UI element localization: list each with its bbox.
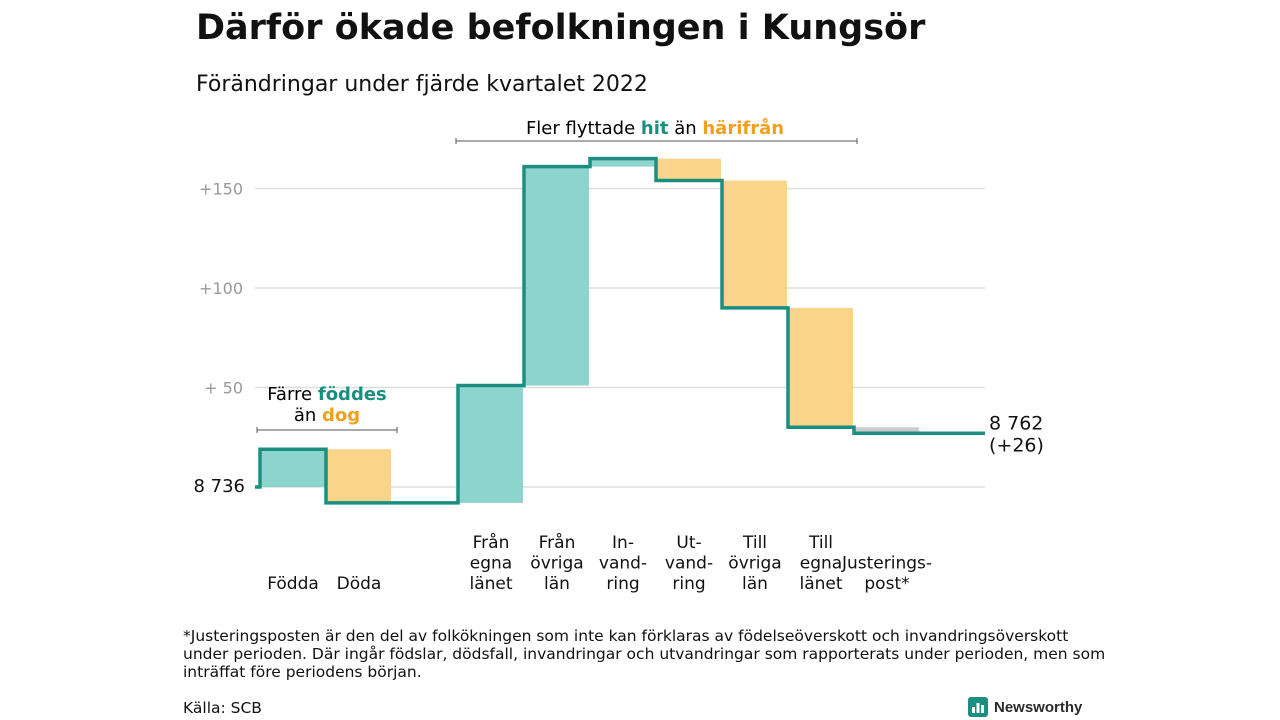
y-tick-label: +150 bbox=[199, 180, 243, 199]
category-label: ring bbox=[672, 574, 705, 594]
cumulative-step-line bbox=[255, 156, 985, 505]
category-label: länet bbox=[469, 574, 512, 594]
chart-subtitle: Förändringar under fjärde kvartalet 2022 bbox=[196, 72, 648, 97]
category-label: vand- bbox=[599, 554, 647, 574]
waterfall-bar bbox=[524, 166, 589, 386]
end-value-label: 8 762 bbox=[989, 412, 1043, 434]
migration-annotation-text: Fler flyttade hit än härifrån bbox=[526, 117, 784, 139]
category-label: Från bbox=[473, 532, 510, 553]
category-label: Till bbox=[808, 533, 833, 553]
waterfall-bar bbox=[458, 385, 523, 503]
category-label: länet bbox=[799, 574, 842, 594]
waterfall-bar bbox=[656, 158, 721, 181]
category-label: egna bbox=[800, 554, 842, 574]
end-change-label: (+26) bbox=[989, 434, 1044, 456]
bar-chart-icon bbox=[968, 697, 988, 717]
category-label: ring bbox=[606, 574, 639, 594]
category-label: egna bbox=[470, 554, 512, 574]
category-label: Ut- bbox=[676, 533, 701, 553]
grid-layer: + 50 +100 +150 bbox=[199, 180, 985, 488]
waterfall-bar bbox=[788, 307, 853, 428]
waterfall-bar bbox=[590, 158, 655, 167]
category-label: In- bbox=[612, 533, 634, 553]
migration-annotation: Fler flyttade hit än härifrån bbox=[455, 117, 858, 144]
category-label: post* bbox=[864, 574, 909, 594]
waterfall-bar bbox=[854, 427, 919, 434]
category-label: Justerings- bbox=[841, 554, 932, 574]
category-label: övriga bbox=[728, 554, 781, 574]
births-annotation-line1: Färre föddes bbox=[267, 384, 387, 405]
waterfall-bar bbox=[326, 449, 391, 503]
births-annotation: Färre föddes än dog bbox=[256, 384, 398, 433]
births-annotation-line2: än dog bbox=[294, 405, 360, 426]
births-annotation-bracket bbox=[256, 427, 398, 433]
category-label: Döda bbox=[337, 574, 382, 594]
waterfall-bar bbox=[722, 180, 787, 308]
category-label: Till bbox=[742, 533, 767, 553]
bars-layer bbox=[260, 158, 919, 503]
footnote: *Justeringsposten är den del av folkökni… bbox=[183, 627, 1106, 681]
newsworthy-logo: Newsworthy bbox=[968, 697, 1082, 717]
start-value-label: 8 736 bbox=[193, 476, 245, 497]
category-label: övriga bbox=[530, 554, 583, 574]
category-label: vand- bbox=[665, 554, 713, 574]
category-label: Från bbox=[539, 532, 576, 553]
logo-text: Newsworthy bbox=[994, 698, 1083, 716]
chart-title: Därför ökade befolkningen i Kungsör bbox=[196, 8, 926, 48]
label-layer: Födda DödaFrånegnalänetFrånövrigalänIn-va… bbox=[193, 412, 1043, 594]
waterfall-chart: + 50+100+150 Födda DödaFrånegnalänetFrånö… bbox=[193, 117, 1043, 594]
y-tick-label: + 50 bbox=[204, 379, 243, 398]
category-label: Födda bbox=[267, 574, 319, 594]
migration-annotation-bracket bbox=[455, 138, 858, 144]
source-text: Källa: SCB bbox=[183, 699, 262, 717]
y-tick-label: +100 bbox=[199, 279, 243, 298]
step-line-layer bbox=[255, 156, 985, 505]
category-label: län bbox=[544, 574, 570, 594]
waterfall-bar bbox=[260, 449, 325, 487]
category-label: län bbox=[742, 574, 768, 594]
